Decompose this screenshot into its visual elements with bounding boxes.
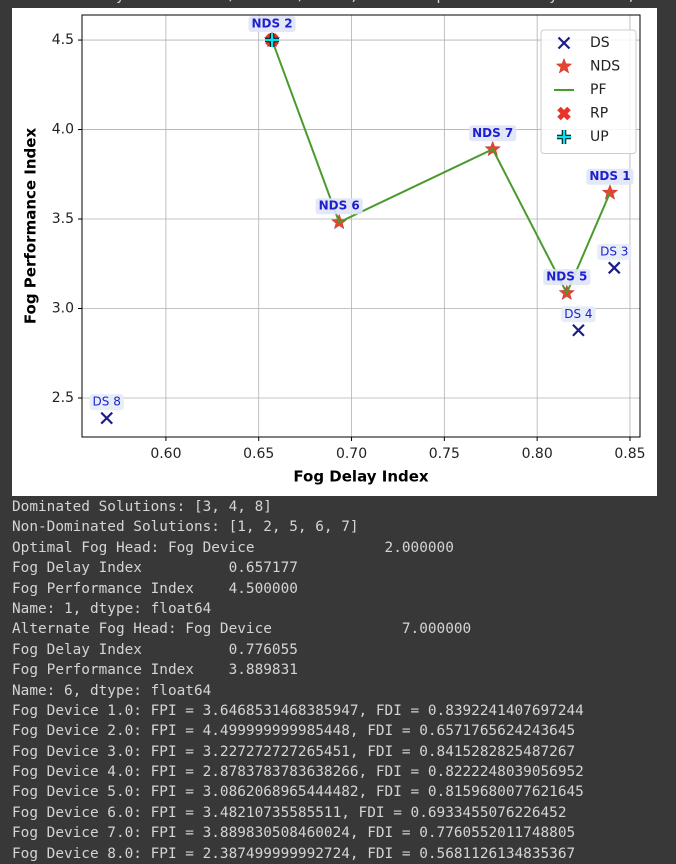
axes-frame: [81, 14, 641, 438]
output-line: Fog Device 5.0: FPI = 3.0862068965444482…: [12, 784, 584, 801]
legend-label: PF: [590, 82, 607, 98]
legend-label: DS: [590, 35, 610, 51]
y-axis-label: Fog Performance Index: [22, 128, 40, 325]
legend-label: RP: [590, 106, 608, 122]
annotation-label: DS 8: [93, 395, 121, 409]
annotation-label: NDS 1: [589, 169, 630, 183]
output-text: Dominated Solutions: [3, 4, 8] Non-Domina…: [12, 497, 584, 864]
annotation-label: NDS 2: [251, 17, 292, 31]
y-tick-label: 4.5: [52, 32, 74, 48]
marker: [601, 184, 619, 200]
annotation-box: [597, 243, 632, 260]
x-tick-label: 0.70: [336, 446, 367, 462]
legend: DS NDS PF RP UP: [540, 29, 637, 154]
output-line: Fog Device 8.0: FPI = 2.387499999992724,…: [12, 845, 576, 862]
annotation-label: DS 4: [564, 307, 592, 321]
annotation-box: [543, 269, 591, 286]
output-header: Drive already mounted at /content/drive;…: [12, 0, 676, 4]
x-axis-label: Fog Delay Index: [293, 468, 429, 486]
annotation-box: [315, 198, 363, 215]
marker: [557, 36, 571, 50]
output-line: Name: 1, dtype: float64: [12, 600, 212, 617]
output-line: Name: 6, dtype: float64: [12, 682, 212, 699]
y-tick-label: 2.5: [52, 390, 74, 406]
marker: [557, 130, 571, 144]
marker-stroke: [265, 33, 280, 48]
output-line: Alternate Fog Head: Fog Device 7.000000: [12, 621, 472, 638]
marker: [555, 57, 573, 74]
output-line: Fog Device 1.0: FPI = 3.6468531468385947…: [12, 702, 584, 719]
marker-stroke: [100, 411, 113, 425]
plot-area: DS 3 DS 4 DS 8 NDS 1 NDS 2 NDS 5 NDS 6 NDS 7: [89, 16, 634, 425]
output-line: Fog Device 3.0: FPI = 3.227272727265451,…: [12, 743, 576, 760]
x-tick-label: 0.80: [522, 446, 553, 462]
legend-box: [540, 29, 637, 154]
annotation-box: [586, 168, 634, 185]
marker-stroke: [557, 36, 571, 50]
output-line: Fog Device 6.0: FPI = 3.48210735585511, …: [12, 804, 567, 821]
output-line: Optimal Fog Head: Fog Device 2.000000: [12, 539, 454, 556]
marker-star: [601, 184, 619, 200]
marker-stroke: [557, 130, 571, 144]
output-line: Fog Performance Index 4.500000: [12, 580, 298, 597]
pareto-line: [271, 39, 611, 296]
marker: [265, 33, 280, 48]
output-line: Non-Dominated Solutions: [1, 2, 5, 6, 7]: [12, 519, 359, 536]
annotation-box: [561, 306, 596, 323]
marker-stroke: [607, 261, 621, 275]
legend-label: UP: [590, 129, 609, 145]
marker: [572, 323, 585, 337]
annotation-label: NDS 6: [319, 199, 360, 213]
x-tick-label: 0.65: [243, 446, 274, 462]
output-line: Fog Device 2.0: FPI = 4.499999999985448,…: [12, 723, 576, 740]
x-tick-label: 0.75: [429, 446, 460, 462]
annotation-label: NDS 7: [472, 126, 513, 140]
chart: DS 3 DS 4 DS 8 NDS 1 NDS 2 NDS 5 NDS 6 NDS 7 Fo…: [12, 8, 657, 496]
marker-stroke: [557, 106, 571, 121]
output-line: Dominated Solutions: [3, 4, 8]: [12, 499, 272, 515]
y-tick-label: 4.0: [52, 122, 74, 138]
marker-stroke: [572, 323, 585, 337]
x-tick-label: 0.60: [150, 446, 181, 462]
output-line: Fog Performance Index 3.889831: [12, 662, 298, 679]
legend-label: NDS: [590, 59, 620, 75]
annotation-box: [89, 394, 124, 411]
marker: [100, 411, 113, 425]
output-line: Fog Delay Index 0.657177: [12, 560, 298, 577]
output-line: Fog Device 4.0: FPI = 2.8783783783638266…: [12, 764, 584, 781]
marker: [607, 261, 621, 275]
y-tick-label: 3.0: [52, 301, 74, 317]
annotation-box: [248, 16, 296, 33]
marker-star: [555, 57, 573, 74]
output-line: Fog Device 7.0: FPI = 3.889830508460024,…: [12, 825, 576, 842]
annotation-label: NDS 5: [546, 270, 587, 284]
y-tick-label: 3.5: [52, 211, 74, 227]
marker: [557, 106, 571, 121]
annotation-box: [469, 125, 517, 142]
annotation-label: DS 3: [600, 244, 628, 258]
output-line: Fog Delay Index 0.776055: [12, 641, 298, 658]
x-tick-label: 0.85: [614, 446, 645, 462]
